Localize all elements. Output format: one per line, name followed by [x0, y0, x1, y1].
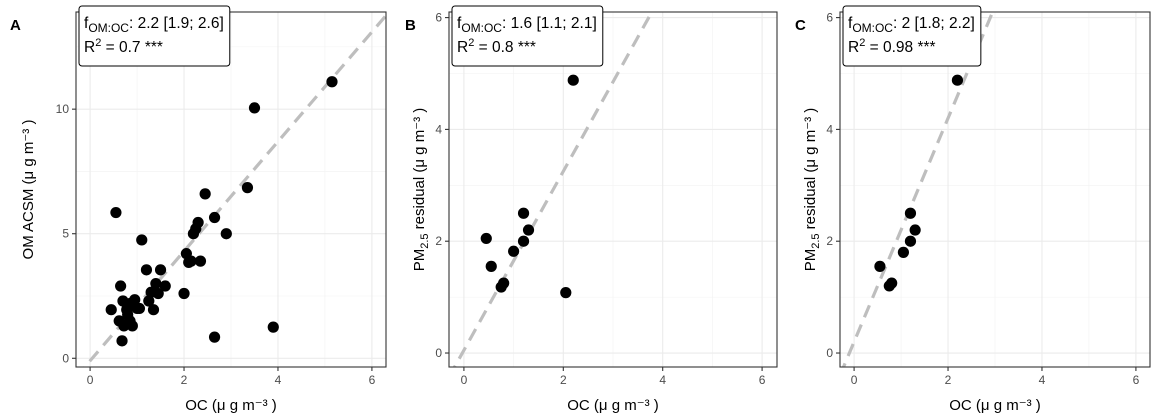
- data-point: [105, 304, 117, 316]
- data-point: [886, 277, 898, 289]
- y-tick-label: 5: [62, 227, 69, 241]
- data-point: [110, 206, 122, 219]
- annotation-box: [842, 5, 982, 67]
- data-point: [522, 224, 535, 236]
- data-point: [508, 245, 520, 257]
- data-points: [480, 74, 579, 299]
- data-point: [124, 315, 136, 327]
- x-tick-label: 6: [1133, 373, 1140, 387]
- data-point: [147, 304, 160, 316]
- x-tick-label: 6: [759, 373, 766, 387]
- data-point: [480, 232, 492, 245]
- annotation-r2: R2 = 0.8 ***: [457, 37, 536, 56]
- data-point: [267, 321, 279, 333]
- data-points: [105, 76, 338, 347]
- y-tick-label: 0: [62, 351, 69, 365]
- data-point: [178, 287, 190, 300]
- data-point: [241, 182, 254, 194]
- data-point: [208, 211, 221, 224]
- y-axis-label: PM2.5 residual (μ g m⁻³ ): [802, 108, 822, 272]
- x-tick-label: 2: [560, 373, 567, 387]
- y-axis-label: OM ACSM (μ g m⁻³ ): [20, 120, 37, 260]
- x-tick-label: 4: [1039, 373, 1046, 387]
- x-tick-label: 2: [945, 373, 952, 387]
- data-point: [498, 277, 510, 289]
- y-tick-label: 6: [826, 11, 833, 25]
- x-tick-label: 2: [181, 373, 188, 387]
- fit-line: [82, 14, 386, 367]
- data-point: [517, 235, 530, 247]
- data-point: [951, 74, 964, 86]
- y-tick-label: 6: [435, 11, 442, 25]
- y-tick-label: 2: [435, 234, 442, 248]
- panel-letter: C: [795, 17, 806, 34]
- x-tick-label: 4: [275, 373, 282, 387]
- annotation-r2: R2 = 0.98 ***: [848, 37, 936, 56]
- panel-letter: A: [10, 17, 21, 34]
- panel-b: 0 2 4 6 0 2 4 6 OC (μ g m⁻³ ) PM2.5 residual (μ g…: [405, 5, 778, 414]
- y-tick-label: 0: [435, 346, 442, 360]
- data-point: [194, 255, 207, 267]
- x-axis-label: OC (μ g m⁻³ ): [567, 397, 659, 414]
- annotation-fomoc: fOM:OC: 2 [1.8; 2.2]: [848, 15, 975, 35]
- data-point: [143, 295, 155, 307]
- x-tick-label: 6: [369, 373, 376, 387]
- x-tick-label: 0: [461, 373, 468, 387]
- y-tick-label: 4: [435, 122, 442, 136]
- data-point: [874, 260, 886, 272]
- panel-a: 0 2 4 6 0 5 10 OC (μ g m⁻³ ) OM ACSM (μ g m⁻³ ) A…: [10, 5, 387, 414]
- y-tick-label: 4: [826, 122, 833, 136]
- data-point: [192, 216, 204, 229]
- data-points: [874, 74, 964, 292]
- data-point: [154, 264, 167, 276]
- annotation-box: [78, 5, 231, 67]
- x-tick-label: 0: [851, 373, 858, 387]
- data-point: [208, 331, 221, 343]
- data-point: [133, 302, 146, 315]
- data-point: [326, 76, 338, 88]
- x-axis-label: OC (μ g m⁻³ ): [949, 397, 1041, 414]
- y-tick-label: 0: [826, 346, 833, 360]
- data-point: [152, 287, 164, 300]
- panel-border: [839, 11, 1151, 368]
- y-tick-label: 2: [826, 234, 833, 248]
- data-point: [904, 207, 917, 219]
- panel-c: 0 2 4 6 0 2 4 6 OC (μ g m⁻³ ) PM2.5 residual (μ g…: [795, 5, 1151, 414]
- data-point: [136, 234, 148, 246]
- data-point: [129, 294, 141, 306]
- data-point: [567, 74, 579, 86]
- data-point: [185, 255, 197, 267]
- data-point: [909, 224, 921, 236]
- data-point: [159, 280, 171, 292]
- grid: [840, 12, 1150, 367]
- data-point: [115, 280, 127, 292]
- y-axis-label: PM2.5 residual (μ g m⁻³ ): [411, 108, 431, 272]
- data-point: [199, 188, 211, 200]
- annotation-box: [451, 5, 604, 67]
- x-tick-label: 0: [87, 373, 94, 387]
- data-point: [485, 260, 497, 272]
- y-tick-label: 10: [56, 102, 70, 116]
- fit-line: [841, 12, 995, 367]
- panel-letter: B: [405, 17, 416, 34]
- data-point: [220, 228, 232, 240]
- data-point: [140, 264, 153, 276]
- data-point: [560, 287, 572, 299]
- data-point: [904, 235, 917, 247]
- annotation-fomoc: fOM:OC: 1.6 [1.1; 2.1]: [457, 15, 597, 35]
- data-point: [116, 335, 128, 347]
- data-point: [517, 207, 530, 219]
- panel-border: [448, 11, 778, 368]
- data-point: [897, 246, 910, 258]
- data-point: [248, 102, 261, 114]
- data-point: [150, 277, 162, 290]
- x-tick-label: 4: [659, 373, 666, 387]
- x-axis-label: OC (μ g m⁻³ ): [185, 397, 277, 414]
- annotation-fomoc: fOM:OC: 2.2 [1.9; 2.6]: [84, 15, 224, 35]
- panel-border: [75, 11, 387, 368]
- annotation-r2: R2 = 0.7 ***: [84, 37, 163, 56]
